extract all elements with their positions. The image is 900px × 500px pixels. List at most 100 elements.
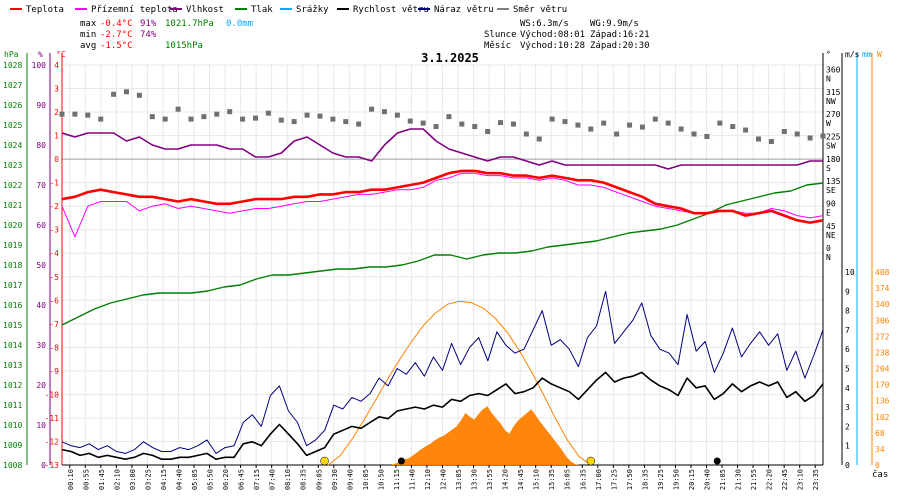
- rain-axis-title: mm: [862, 50, 872, 59]
- solar-tick: 272: [875, 332, 890, 341]
- stat-ws: WS:6.3m/s: [520, 19, 569, 29]
- x-tick-label: 17:50: [626, 469, 634, 490]
- direction-tick: 180: [826, 155, 841, 164]
- pressure-axis-title: hPa: [4, 50, 19, 59]
- pressure-tick: 1026: [3, 101, 22, 110]
- moonrise-marker: [397, 457, 405, 465]
- pressure-tick: 1019: [3, 241, 22, 250]
- wind-direction-point: [356, 121, 362, 127]
- x-tick-label: 07:15: [253, 469, 261, 490]
- x-axis-label: čas: [872, 469, 888, 480]
- x-tick-label: 16:05: [564, 469, 572, 490]
- x-tick-label: 00:10: [67, 469, 75, 490]
- wind-direction-point: [111, 91, 117, 97]
- humidity-tick: 0: [41, 461, 46, 470]
- pressure-tick: 1014: [3, 341, 22, 350]
- x-tick-label: 11:15: [393, 469, 401, 490]
- legend-label: Srážky: [296, 5, 329, 15]
- moonset-marker: [713, 457, 721, 465]
- direction-tick: 45: [826, 222, 836, 231]
- temp-tick: 2: [54, 108, 59, 117]
- legend-label: Teplota: [26, 5, 64, 15]
- x-tick-label: 16:35: [579, 469, 587, 490]
- wind-direction-point: [381, 109, 387, 115]
- pressure-tick: 1027: [3, 81, 22, 90]
- solar-tick: 408: [875, 268, 890, 277]
- x-tick-label: 22:20: [766, 469, 774, 490]
- x-tick-label: 15:35: [548, 469, 556, 490]
- x-tick-label: 01:45: [98, 469, 106, 490]
- wind-direction-point: [523, 131, 529, 137]
- stat-avg-temp: -1.5°C: [100, 41, 133, 51]
- x-tick-label: 14:20: [502, 469, 510, 490]
- pressure-tick: 1021: [3, 201, 22, 210]
- temp-tick: -7: [49, 320, 59, 329]
- direction-tick-name: NE: [826, 231, 836, 240]
- pressure-tick: 1017: [3, 281, 22, 290]
- stat-avg-press: 1015hPa: [165, 41, 203, 51]
- pressure-tick: 1018: [3, 261, 22, 270]
- wind-direction-point: [446, 114, 452, 120]
- wind-tick: 3: [845, 403, 850, 412]
- sunset-marker: [586, 456, 596, 466]
- pressure-tick: 1009: [3, 441, 22, 450]
- wind-direction-point: [317, 113, 323, 119]
- wind-direction-point: [575, 122, 581, 128]
- wind-gust-line: [61, 290, 824, 454]
- wind-direction-point: [201, 114, 207, 120]
- solar-tick: 136: [875, 397, 890, 406]
- solar-tick: 102: [875, 413, 890, 422]
- wind-tick: 4: [845, 384, 850, 393]
- direction-tick: 360: [826, 65, 841, 74]
- wind-direction-point: [704, 134, 710, 140]
- direction-axis-title: °: [826, 50, 831, 59]
- x-tick-label: 07:40: [269, 469, 277, 490]
- x-tick-label: 12:10: [424, 469, 432, 490]
- wind-direction-point: [123, 89, 129, 95]
- x-tick-label: 17:00: [595, 469, 603, 490]
- wind-direction-point: [330, 116, 336, 122]
- wind-tick: 9: [845, 287, 850, 296]
- temp-tick: -6: [49, 296, 59, 305]
- x-tick-label: 10:05: [362, 469, 370, 490]
- x-tick-label: 23:10: [797, 469, 805, 490]
- legend-label: Tlak: [251, 5, 273, 15]
- wind-direction-point: [536, 136, 542, 142]
- stat-min-label: min: [80, 30, 96, 40]
- legend-label: Směr větru: [513, 5, 567, 15]
- pressure-tick: 1016: [3, 301, 22, 310]
- wind-direction-point: [562, 119, 568, 125]
- wind-direction-point: [162, 116, 168, 122]
- humidity-tick: 40: [36, 301, 46, 310]
- solar-theoretical-line: [327, 300, 592, 466]
- direction-tick-name: E: [826, 209, 831, 218]
- legend-label: Náraz větru: [434, 5, 494, 15]
- wind-direction-point: [730, 124, 736, 130]
- wind-direction-point: [717, 120, 723, 126]
- wind-tick: 0: [845, 461, 850, 470]
- temp-tick: -5: [49, 273, 59, 282]
- wind-direction-point: [343, 119, 349, 125]
- solar-tick: 68: [875, 429, 885, 438]
- wind-direction-point: [265, 110, 271, 116]
- solar-tick: 374: [875, 284, 890, 293]
- wind-direction-point: [394, 112, 400, 118]
- x-tick-label: 20:15: [688, 469, 696, 490]
- stat-wg: WG:9.9m/s: [590, 19, 639, 29]
- wind-direction-point: [652, 116, 658, 122]
- wind-direction-point: [459, 121, 465, 127]
- temp-tick: -13: [45, 461, 60, 470]
- wind-speed-line: [61, 371, 824, 461]
- pressure-tick: 1022: [3, 181, 22, 190]
- x-tick-label: 13:30: [471, 469, 479, 490]
- direction-tick-name: SE: [826, 186, 836, 195]
- direction-tick-name: N: [826, 253, 831, 262]
- x-tick-label: 21:30: [735, 469, 743, 490]
- temp-tick: -2: [49, 202, 59, 211]
- wind-direction-point: [485, 129, 491, 135]
- pressure-tick: 1013: [3, 361, 22, 370]
- wind-direction-point: [149, 114, 155, 120]
- solar-tick: 204: [875, 365, 890, 374]
- chart-title: 3.1.2025: [421, 51, 479, 65]
